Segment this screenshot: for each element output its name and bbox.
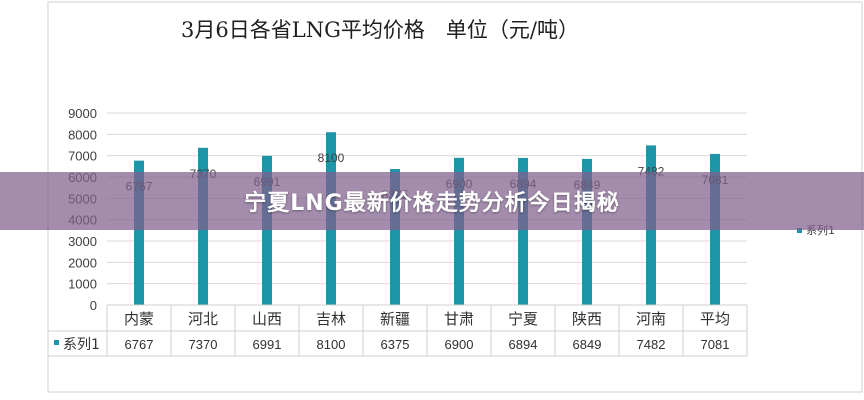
x-tick-label: 内蒙	[124, 310, 154, 328]
y-tick-label: 2000	[68, 255, 97, 270]
x-tick-label: 山西	[252, 310, 282, 328]
bar-新疆	[390, 169, 400, 305]
bar-陕西	[582, 158, 592, 305]
caption-text: 宁夏LNG最新价格走势分析今日揭秘	[244, 191, 620, 216]
bar-内蒙	[134, 160, 144, 305]
y-tick-label: 3000	[68, 234, 97, 249]
x-tick-label: 甘肃	[444, 310, 474, 328]
bar-山西	[262, 155, 272, 305]
table-cell-value: 7370	[189, 337, 218, 352]
table-cell-value: 6894	[509, 337, 538, 352]
x-tick-label: 河北	[188, 310, 218, 328]
table-cell-value: 7482	[637, 337, 666, 352]
x-tick-label: 新疆	[380, 310, 410, 328]
x-tick-label: 陕西	[572, 310, 602, 328]
table-cell-value: 6991	[253, 337, 282, 352]
y-tick-label: 7000	[68, 149, 97, 164]
y-tick-label: 1000	[68, 277, 97, 292]
table-cell-value: 6767	[125, 337, 154, 352]
table-series-key	[54, 340, 59, 345]
x-tick-label: 吉林	[316, 310, 346, 328]
bar-甘肃	[454, 157, 464, 305]
chart-title: 3月6日各省LNG平均价格 单位（元/吨）	[181, 18, 579, 42]
data-label: 8100	[318, 151, 345, 165]
caption-banner	[0, 172, 864, 230]
x-tick-label: 平均	[700, 310, 730, 328]
x-tick-label: 宁夏	[508, 310, 538, 328]
bar-宁夏	[518, 157, 528, 305]
table-cell-value: 6375	[381, 337, 410, 352]
y-tick-label: 9000	[68, 106, 97, 121]
y-tick-label: 0	[90, 298, 97, 313]
table-cell-value: 7081	[701, 337, 730, 352]
table-cell-value: 6900	[445, 337, 474, 352]
legend-key	[797, 228, 802, 233]
table-series-label: 系列1	[63, 337, 100, 353]
table-cell-value: 6849	[573, 337, 602, 352]
table-cell-value: 8100	[317, 337, 346, 352]
y-tick-label: 8000	[68, 127, 97, 142]
data-table: 内蒙 6767 河北 7370 山西 6991 吉林 8100 新疆 6375 甘肃 6900 宁夏 68…	[47, 304, 748, 357]
x-tick-label: 河南	[636, 310, 666, 328]
